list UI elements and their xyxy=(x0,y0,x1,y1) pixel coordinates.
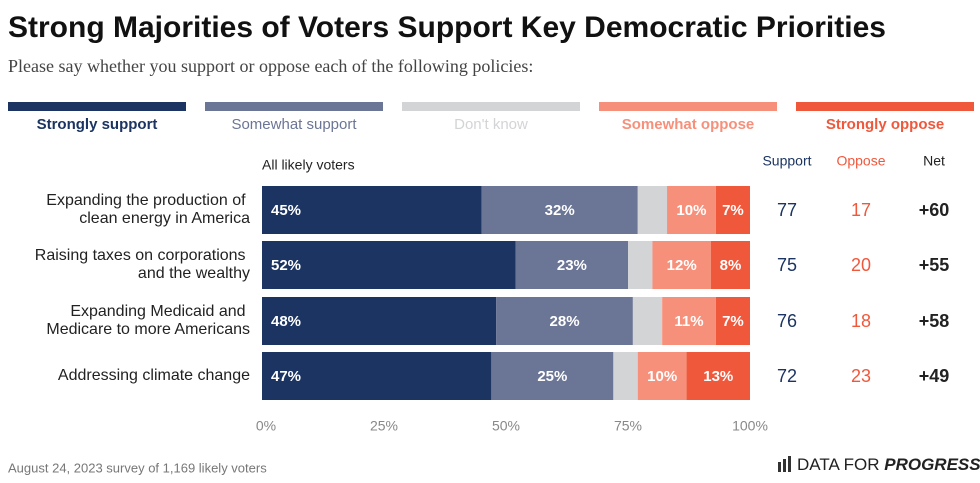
x-tick-label: 0% xyxy=(256,418,276,434)
table-cell: 17 xyxy=(851,200,871,220)
table-header: Oppose xyxy=(836,153,885,169)
category-line: and the wealthy xyxy=(138,265,250,282)
table-cell: 20 xyxy=(851,255,871,275)
brand-text: PROGRESS xyxy=(884,455,980,474)
value-label: 25% xyxy=(537,368,567,385)
value-label: 47% xyxy=(271,368,301,385)
category-line: Expanding the production of xyxy=(46,192,250,209)
category-line: Expanding Medicaid and xyxy=(70,303,250,320)
value-label: 45% xyxy=(271,202,301,219)
value-label: 7% xyxy=(722,313,744,330)
category-label: Raising taxes on corporations and the we… xyxy=(35,247,250,282)
table-cell: +58 xyxy=(919,311,950,331)
value-label: 7% xyxy=(722,202,744,219)
bar-segment xyxy=(637,352,687,400)
legend-swatch xyxy=(599,102,777,111)
value-label: 10% xyxy=(647,368,677,385)
legend-label: Strongly support xyxy=(37,116,158,133)
table-cell: +49 xyxy=(919,366,950,386)
panel-label: All likely voters xyxy=(262,157,355,173)
bar-segment xyxy=(652,241,711,289)
value-label: 12% xyxy=(667,257,697,274)
value-label: 23% xyxy=(557,257,587,274)
category-line: clean energy in America xyxy=(79,210,250,227)
source-note: August 24, 2023 survey of 1,169 likely v… xyxy=(8,460,267,475)
chart-subtitle: Please say whether you support or oppose… xyxy=(8,56,533,76)
bar-segment xyxy=(496,297,633,345)
table-cell: +60 xyxy=(919,200,950,220)
value-label: 13% xyxy=(703,368,733,385)
legend-swatch xyxy=(205,102,383,111)
category-label: Addressing climate change xyxy=(58,367,250,384)
legend-swatch xyxy=(796,102,974,111)
brand: DATA FOR PROGRESS xyxy=(797,455,980,474)
bar-segment xyxy=(515,241,628,289)
table-cell: 72 xyxy=(777,366,797,386)
legend-swatch xyxy=(8,102,186,111)
bar-segment xyxy=(686,352,750,400)
x-tick-label: 50% xyxy=(492,418,520,434)
bar-segment xyxy=(637,186,668,234)
category-line: Medicare to more Americans xyxy=(46,321,250,338)
value-label: 8% xyxy=(720,257,742,274)
legend-label: Somewhat support xyxy=(231,116,357,133)
x-tick-label: 100% xyxy=(732,418,768,434)
x-tick-label: 25% xyxy=(370,418,398,434)
legend-label: Strongly oppose xyxy=(826,116,944,133)
bar-segment xyxy=(715,297,750,345)
value-label: 28% xyxy=(550,313,580,330)
bar-segment xyxy=(667,186,716,234)
bar-segment xyxy=(710,241,750,289)
bar-segment xyxy=(662,297,716,345)
table-cell: 76 xyxy=(777,311,797,331)
table-cell: +55 xyxy=(919,255,950,275)
value-label: 10% xyxy=(676,202,706,219)
bar-segment xyxy=(715,186,750,234)
chart-title: Strong Majorities of Voters Support Key … xyxy=(8,11,886,44)
category-label: Expanding the production of clean energy… xyxy=(46,192,250,227)
table-cell: 23 xyxy=(851,366,871,386)
value-label: 11% xyxy=(674,313,703,330)
value-label: 48% xyxy=(271,313,301,330)
bar-segment xyxy=(628,241,653,289)
category-label: Expanding Medicaid and Medicare to more … xyxy=(46,303,250,338)
table-header: Support xyxy=(762,153,811,169)
x-tick-label: 75% xyxy=(614,418,642,434)
bar-segment xyxy=(262,297,497,345)
brand-icon xyxy=(778,456,791,472)
table-cell: 75 xyxy=(777,255,797,275)
bar-segment xyxy=(262,186,482,234)
bar-segment xyxy=(262,352,492,400)
legend-label: Somewhat oppose xyxy=(622,116,755,133)
bar-segment xyxy=(262,241,516,289)
bar-segment xyxy=(613,352,638,400)
value-label: 32% xyxy=(545,202,575,219)
table-cell: 18 xyxy=(851,311,871,331)
brand-text: DATA FOR xyxy=(797,455,880,474)
category-line: Raising taxes on corporations xyxy=(35,247,250,264)
legend-label: Don't know xyxy=(454,116,528,133)
table-cell: 77 xyxy=(777,200,797,220)
value-label: 52% xyxy=(271,257,301,274)
table-header: Net xyxy=(923,153,945,169)
legend-swatch xyxy=(402,102,580,111)
bar-segment xyxy=(491,352,614,400)
bar-segment xyxy=(632,297,663,345)
bar-segment xyxy=(481,186,638,234)
